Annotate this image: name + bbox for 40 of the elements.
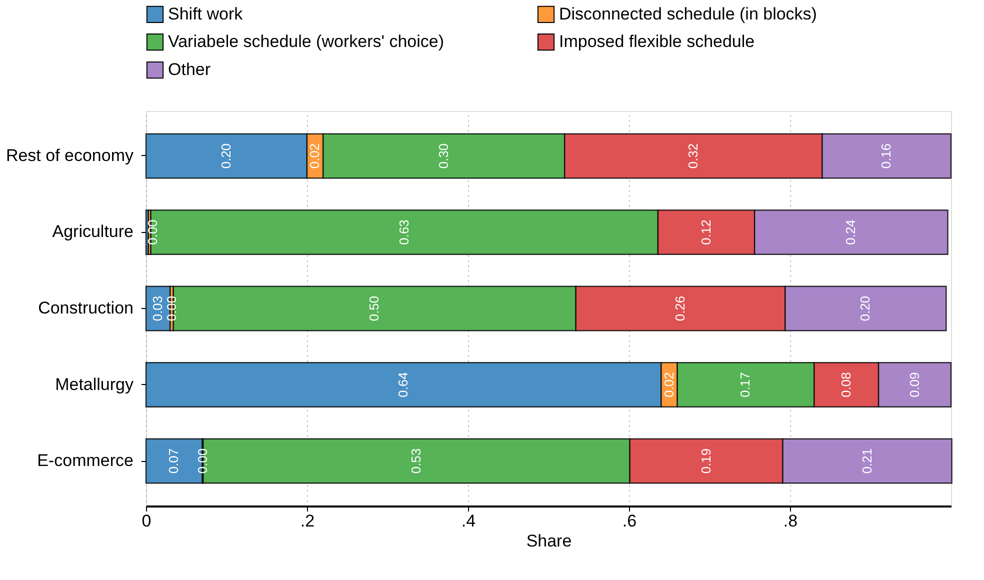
legend-label: Disconnected schedule (in blocks) <box>559 4 817 24</box>
data-label: 0.00 <box>145 220 160 245</box>
data-label: 0.03 <box>150 296 166 322</box>
data-label: 0.08 <box>838 372 854 398</box>
data-label: 0.09 <box>906 372 922 398</box>
legend-label: Other <box>168 60 211 79</box>
legend-label: Shift work <box>168 4 244 24</box>
y-tick-label: Metallurgy <box>55 374 134 394</box>
data-label: 0.00 <box>164 296 179 322</box>
data-label: 0.02 <box>307 143 322 169</box>
data-label: 0.63 <box>396 220 412 245</box>
x-tick-label: .2 <box>300 512 315 530</box>
x-tick-label: 0 <box>142 512 152 530</box>
y-tick-label: E-commerce <box>37 451 134 470</box>
x-tick-label: .4 <box>461 512 476 530</box>
data-label: 0.19 <box>698 448 714 474</box>
data-label: 0.21 <box>859 448 874 474</box>
y-tick-label: Rest of economy <box>6 146 134 165</box>
data-label: 0.00 <box>194 448 210 474</box>
data-label: 0.16 <box>878 143 894 169</box>
data-label: 0.17 <box>738 372 753 398</box>
data-label: 0.50 <box>366 296 382 322</box>
data-label: 0.20 <box>858 296 873 322</box>
legend-label: Variabele schedule (workers' choice) <box>168 32 444 51</box>
x-tick-label: .6 <box>622 512 637 530</box>
data-label: 0.02 <box>661 372 676 398</box>
x-tick-label: .8 <box>783 512 798 530</box>
legend-label: Imposed flexible schedule <box>559 32 755 51</box>
data-label: 0.12 <box>698 220 714 245</box>
data-label: 0.26 <box>672 296 688 322</box>
data-label: 0.07 <box>166 448 182 474</box>
data-label: 0.64 <box>396 372 411 398</box>
data-label: 0.30 <box>436 143 451 169</box>
x-axis-title: Share <box>526 532 572 550</box>
data-label: 0.24 <box>843 220 858 245</box>
y-tick-label: Construction <box>38 298 134 318</box>
data-label: 0.53 <box>408 448 424 474</box>
data-label: 0.20 <box>218 143 234 169</box>
y-tick-label: Agriculture <box>52 222 134 242</box>
data-label: 0.32 <box>685 143 700 169</box>
